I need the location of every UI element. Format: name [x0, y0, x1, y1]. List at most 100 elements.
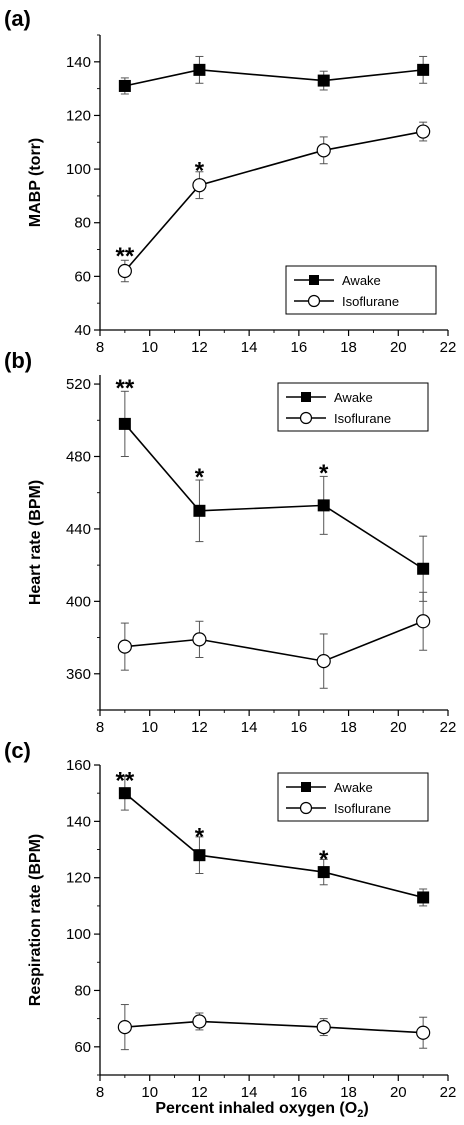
data-point-awake [317, 866, 330, 879]
legend-label: Isoflurane [334, 801, 391, 816]
data-point-awake [317, 499, 330, 512]
series-line-awake [124, 792, 424, 899]
legend-marker-awake [309, 275, 319, 285]
data-point-awake [417, 562, 430, 575]
x-tick-label: 18 [340, 719, 357, 736]
data-point-awake [317, 74, 330, 87]
data-point-awake [118, 787, 131, 800]
significance-marker: * [319, 460, 329, 487]
x-axis-title-main: Percent inhaled oxygen (O [155, 1100, 357, 1117]
x-tick-label: 10 [141, 719, 158, 736]
y-tick-label: 160 [66, 757, 91, 774]
legend-label: Awake [334, 390, 373, 405]
x-axis-title-subscript: 2 [357, 1108, 363, 1120]
data-point-isoflurane [316, 143, 331, 158]
x-tick-label: 14 [241, 1084, 258, 1101]
x-tick-label: 14 [241, 339, 258, 356]
data-point-isoflurane [117, 639, 132, 654]
series-isoflurane [117, 1004, 431, 1051]
data-point-isoflurane [192, 1014, 207, 1029]
series-line-awake [124, 423, 424, 570]
significance-marker: ** [116, 375, 135, 402]
series-line-isoflurane [124, 130, 424, 272]
data-point-isoflurane [117, 1019, 132, 1035]
y-tick-label: 60 [74, 1039, 91, 1056]
legend-label: Isoflurane [334, 411, 391, 426]
series-line-awake [124, 69, 424, 87]
x-tick-label: 12 [191, 719, 208, 736]
series-line-isoflurane [124, 620, 424, 662]
legend: Awake Isoflurane [285, 265, 437, 315]
x-tick-label: 12 [191, 1084, 208, 1101]
significance-marker: * [195, 157, 205, 184]
legend-marker-isoflurane [299, 801, 313, 815]
y-tick-label: 80 [74, 982, 91, 999]
y-axis-title: Respiration rate (BPM) [27, 834, 44, 1006]
panel-label: (c) [4, 738, 31, 763]
y-tick-label: 140 [66, 54, 91, 71]
x-tick-label: 8 [96, 1084, 104, 1101]
significance-marker: ** [116, 767, 135, 794]
y-tick-label: 360 [66, 666, 91, 683]
panel-a: (a) 40 60 80 100 120 140 8 10 12 14 16 18 20 22 MABP (t… [4, 6, 456, 356]
legend: Awake Isoflurane [277, 382, 429, 432]
y-tick-label: 400 [66, 593, 91, 610]
y-tick-label: 440 [66, 521, 91, 538]
x-axis-title: Percent inhaled oxygen (O2) [155, 1100, 368, 1120]
y-tick-label: 100 [66, 926, 91, 943]
panel-c: (c) 60 80 100 120 140 160 8 10 12 14 16 18 20 22 Respir… [4, 738, 456, 1101]
legend: Awake Isoflurane [277, 772, 429, 822]
y-tick-label: 80 [74, 215, 91, 232]
significance-marker: * [195, 824, 205, 851]
data-point-isoflurane [316, 1019, 331, 1035]
x-tick-label: 18 [340, 339, 357, 356]
data-point-isoflurane [117, 263, 132, 279]
data-point-awake [193, 849, 206, 862]
x-tick-label: 20 [390, 1084, 407, 1101]
series-awake [118, 55, 430, 95]
series-isoflurane [117, 591, 431, 689]
x-tick-label: 20 [390, 719, 407, 736]
y-tick-label: 520 [66, 376, 91, 393]
panel-label: (b) [4, 348, 32, 373]
x-tick-label: 20 [390, 339, 407, 356]
legend-marker-isoflurane [307, 294, 321, 308]
y-tick-label: 40 [74, 322, 91, 339]
data-point-isoflurane [192, 632, 207, 647]
data-point-awake [118, 79, 131, 92]
x-tick-label: 8 [96, 719, 104, 736]
series-awake [118, 390, 430, 602]
y-tick-label: 120 [66, 107, 91, 124]
series-awake [118, 775, 430, 907]
x-tick-label: 18 [340, 1084, 357, 1101]
data-point-isoflurane [416, 614, 431, 629]
legend-label: Awake [334, 780, 373, 795]
data-point-isoflurane [416, 1025, 431, 1040]
x-tick-label: 22 [440, 1084, 457, 1101]
legend-label: Awake [342, 273, 381, 288]
x-tick-label: 22 [440, 719, 457, 736]
x-axis-title-suffix: ) [363, 1100, 368, 1117]
y-tick-label: 100 [66, 161, 91, 178]
data-point-isoflurane [192, 178, 207, 193]
y-tick-label: 120 [66, 870, 91, 887]
data-point-awake [417, 891, 430, 904]
legend-marker-awake [301, 782, 311, 792]
panel-label: (a) [4, 6, 31, 31]
y-tick-label: 480 [66, 448, 91, 465]
y-axis-title: Heart rate (BPM) [27, 480, 44, 605]
legend-marker-isoflurane [299, 411, 313, 425]
significance-marker: ** [116, 243, 135, 270]
x-tick-label: 14 [241, 719, 258, 736]
x-tick-label: 10 [141, 1084, 158, 1101]
data-point-awake [193, 504, 206, 517]
x-tick-label: 8 [96, 339, 104, 356]
legend-marker-awake [301, 392, 311, 402]
panel-b: (b) 360 400 440 480 520 8 10 12 14 16 18 20 22 Heart r… [4, 348, 456, 736]
x-tick-label: 16 [291, 1084, 308, 1101]
x-tick-label: 22 [440, 339, 457, 356]
x-tick-label: 16 [291, 339, 308, 356]
x-tick-label: 16 [291, 719, 308, 736]
series-isoflurane [117, 121, 431, 283]
x-tick-label: 12 [191, 339, 208, 356]
